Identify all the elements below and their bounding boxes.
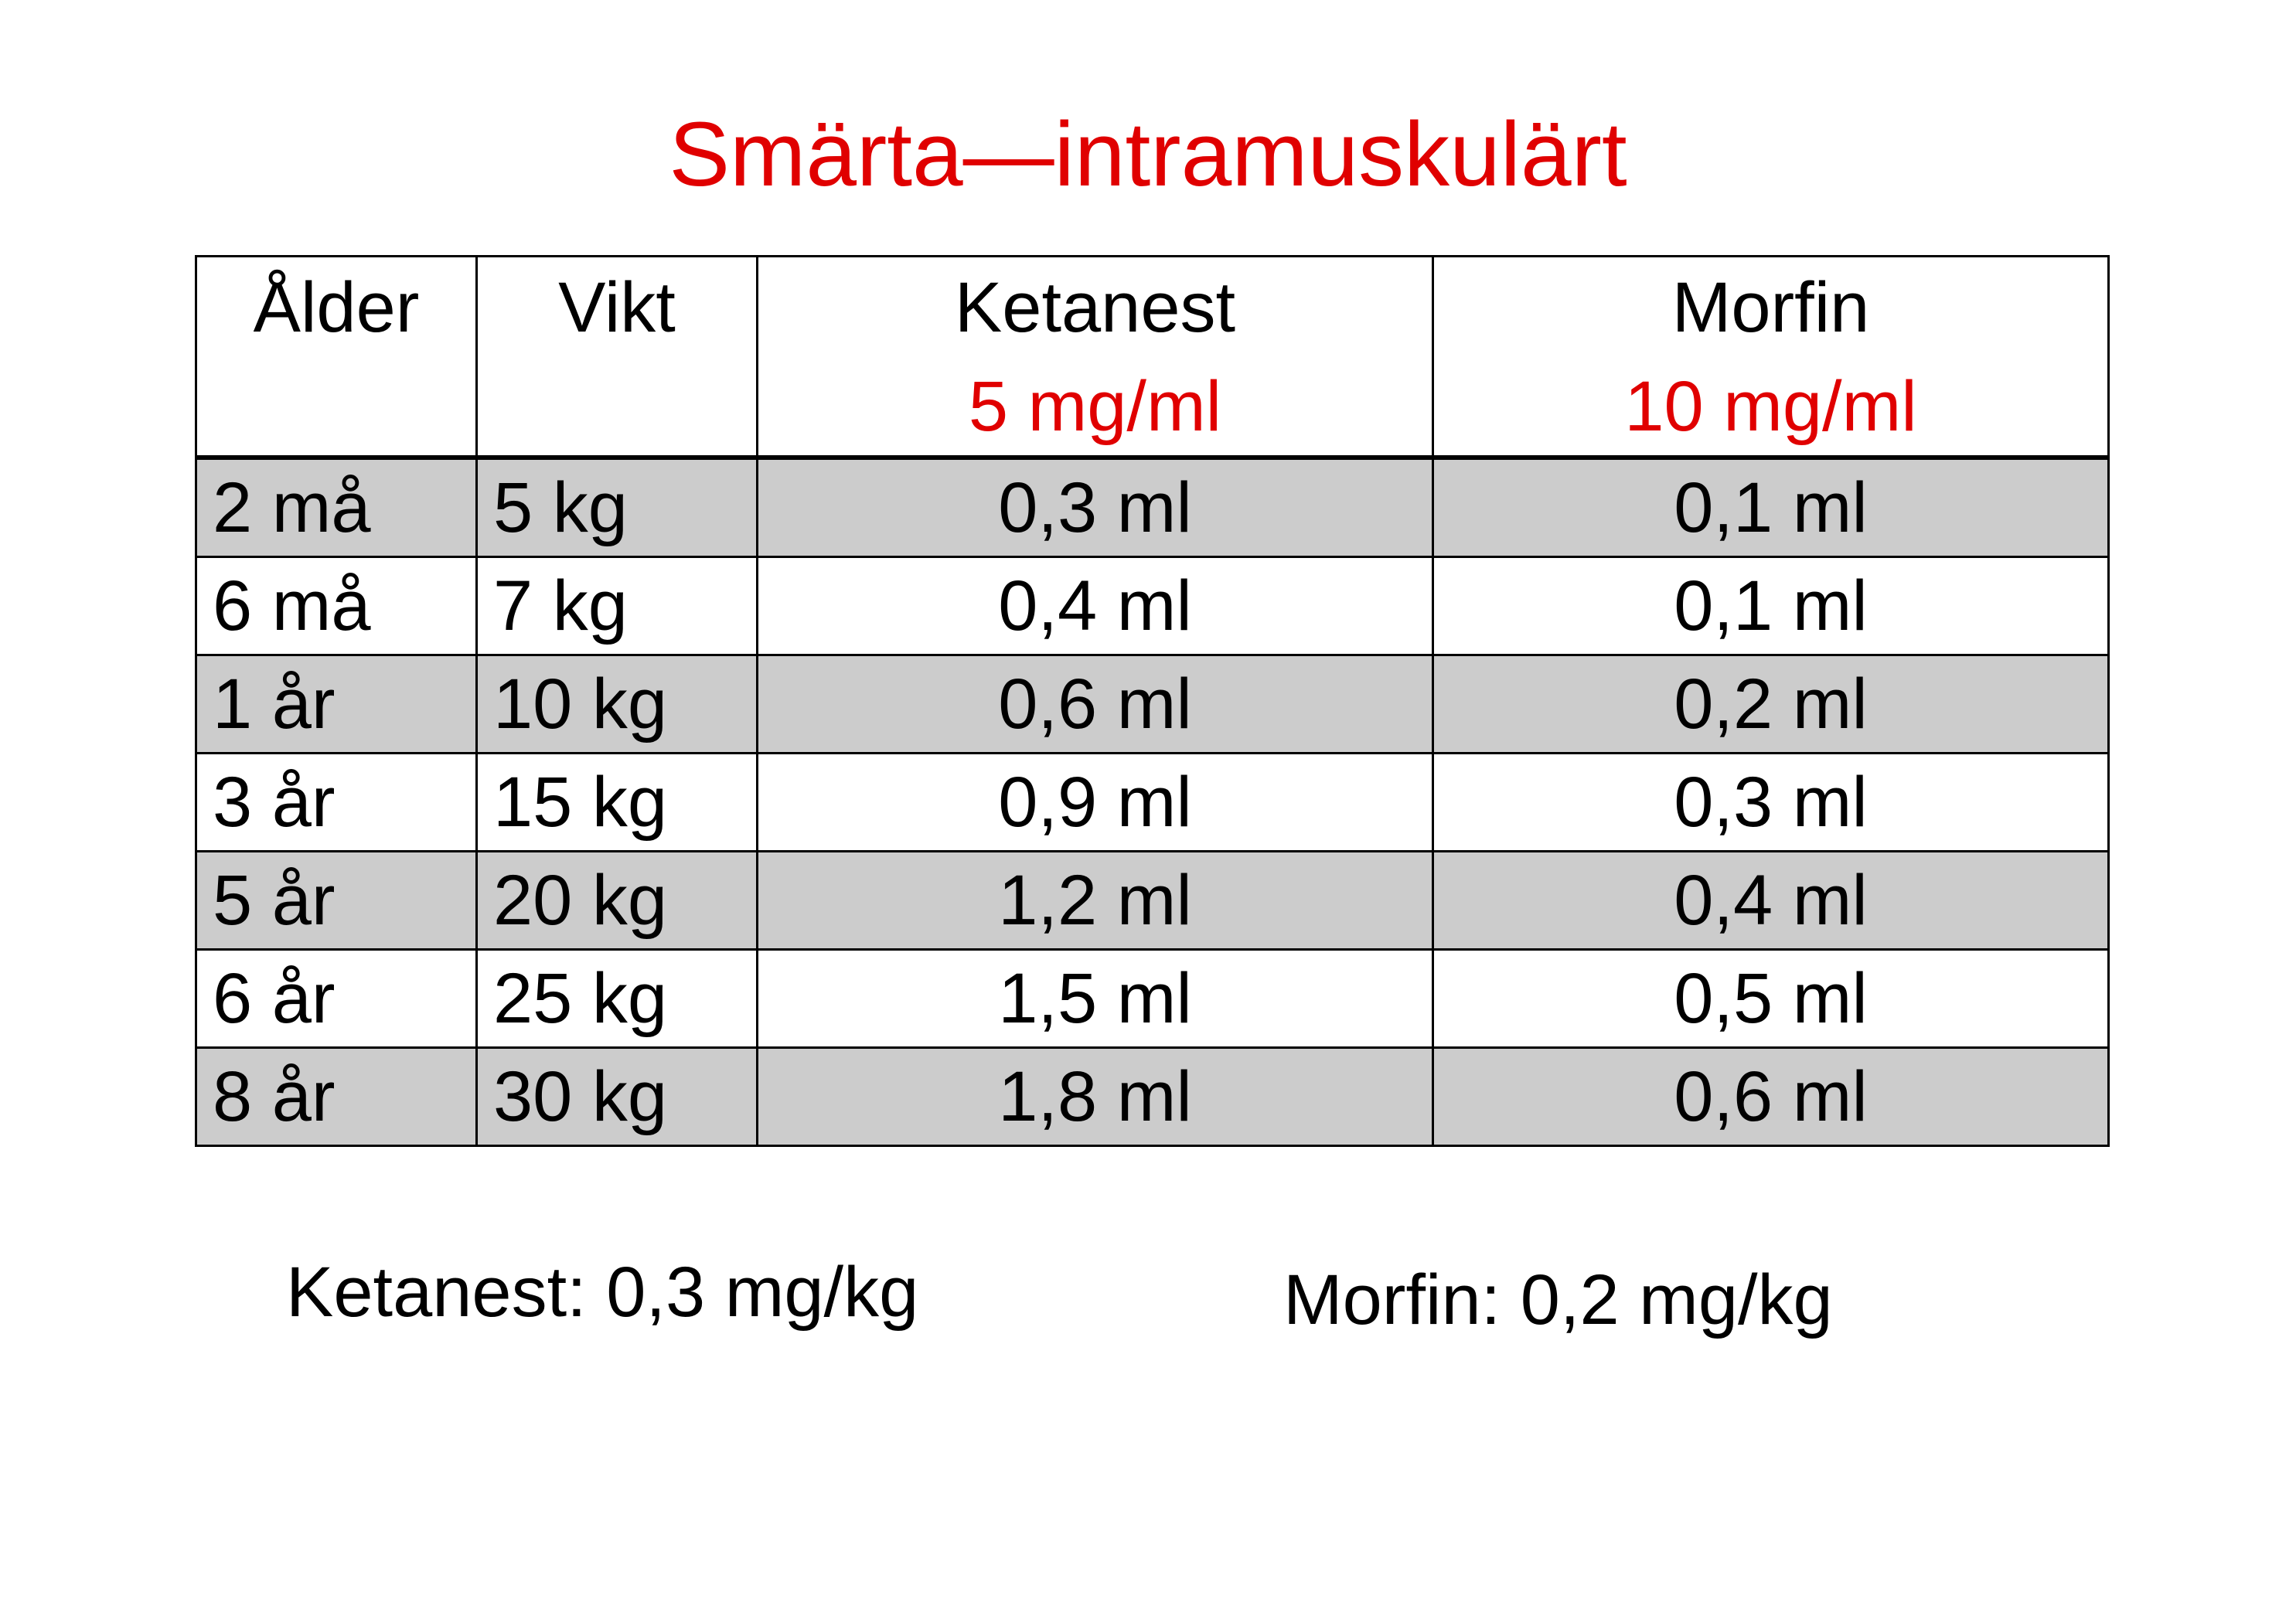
cell-age: 8 år — [195, 1046, 478, 1147]
cell-weight: 25 kg — [475, 948, 758, 1049]
cell-morfin-dose: 0,5 ml — [1432, 948, 2110, 1049]
header-morfin: Morfin 10 mg/ml — [1432, 255, 2110, 460]
table-header-row: Ålder Vikt Ketanest 5 mg/ml Morfin 10 mg… — [195, 255, 2110, 460]
cell-age: 1 år — [195, 654, 478, 754]
table-row: 5 år 20 kg 1,2 ml 0,4 ml — [195, 850, 2110, 951]
page-title: Smärta—intramuskulärt — [669, 104, 1627, 206]
cell-age: 6 år — [195, 948, 478, 1049]
morfin-dosage-note: Morfin: 0,2 mg/kg — [1283, 1261, 1833, 1339]
cell-morfin-dose: 0,4 ml — [1432, 850, 2110, 951]
table-row: 3 år 15 kg 0,9 ml 0,3 ml — [195, 752, 2110, 852]
cell-weight: 10 kg — [475, 654, 758, 754]
cell-ketanest-dose: 0,3 ml — [756, 456, 1434, 558]
cell-morfin-dose: 0,6 ml — [1432, 1046, 2110, 1147]
cell-weight: 20 kg — [475, 850, 758, 951]
header-ketanest-concentration: 5 mg/ml — [968, 367, 1222, 446]
table-row: 8 år 30 kg 1,8 ml 0,6 ml — [195, 1046, 2110, 1147]
cell-weight: 15 kg — [475, 752, 758, 852]
cell-ketanest-dose: 0,9 ml — [756, 752, 1434, 852]
cell-weight: 7 kg — [475, 556, 758, 656]
cell-age: 5 år — [195, 850, 478, 951]
header-morfin-label: Morfin — [1671, 268, 1870, 347]
cell-ketanest-dose: 1,8 ml — [756, 1046, 1434, 1147]
cell-ketanest-dose: 1,2 ml — [756, 850, 1434, 951]
cell-morfin-dose: 0,1 ml — [1432, 556, 2110, 656]
cell-ketanest-dose: 1,5 ml — [756, 948, 1434, 1049]
table-row: 6 må 7 kg 0,4 ml 0,1 ml — [195, 556, 2110, 656]
cell-ketanest-dose: 0,6 ml — [756, 654, 1434, 754]
cell-age: 6 må — [195, 556, 478, 656]
ketanest-dosage-note: Ketanest: 0,3 mg/kg — [286, 1253, 919, 1332]
cell-weight: 5 kg — [475, 456, 758, 558]
header-age: Ålder — [195, 255, 478, 460]
header-morfin-concentration: 10 mg/ml — [1624, 367, 1917, 446]
header-ketanest: Ketanest 5 mg/ml — [756, 255, 1434, 460]
header-weight: Vikt — [475, 255, 758, 460]
cell-morfin-dose: 0,3 ml — [1432, 752, 2110, 852]
header-ketanest-label: Ketanest — [954, 268, 1236, 347]
table-row: 1 år 10 kg 0,6 ml 0,2 ml — [195, 654, 2110, 754]
header-weight-label: Vikt — [558, 268, 676, 347]
table-row: 2 må 5 kg 0,3 ml 0,1 ml — [195, 456, 2110, 558]
table-row: 6 år 25 kg 1,5 ml 0,5 ml — [195, 948, 2110, 1049]
header-age-label: Ålder — [253, 268, 420, 347]
cell-age: 2 må — [195, 456, 478, 558]
cell-ketanest-dose: 0,4 ml — [756, 556, 1434, 656]
cell-morfin-dose: 0,2 ml — [1432, 654, 2110, 754]
dosage-table: Ålder Vikt Ketanest 5 mg/ml Morfin 10 mg… — [195, 255, 2110, 1147]
cell-age: 3 år — [195, 752, 478, 852]
cell-weight: 30 kg — [475, 1046, 758, 1147]
cell-morfin-dose: 0,1 ml — [1432, 456, 2110, 558]
